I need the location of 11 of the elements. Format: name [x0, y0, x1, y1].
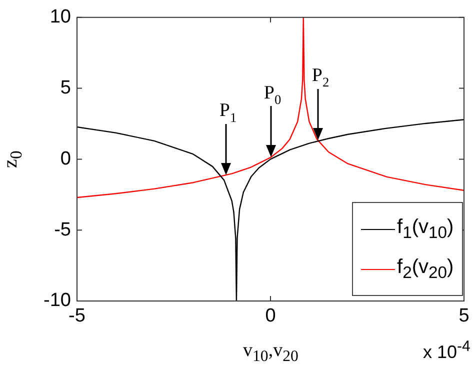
text: x 10$^{-4}$ — [423, 338, 470, 362]
y-tick-label: 0 — [60, 148, 71, 170]
legend-label: f$_{2}$(v$_{20}$) — [397, 256, 454, 282]
y-tick-label: 10 — [50, 6, 71, 28]
y-tick-label: 5 — [60, 78, 71, 99]
x-axis-title: v$_{10}$,v$_{20}$ — [243, 340, 298, 365]
legend-label: f$_{1}$(v$_{10}$) — [397, 216, 454, 242]
x-tick-label: 5 — [458, 306, 470, 327]
y-tick-label: -5 — [54, 219, 71, 240]
y-tick-label: -10 — [44, 290, 71, 312]
x-tick-label: 0 — [265, 306, 276, 327]
